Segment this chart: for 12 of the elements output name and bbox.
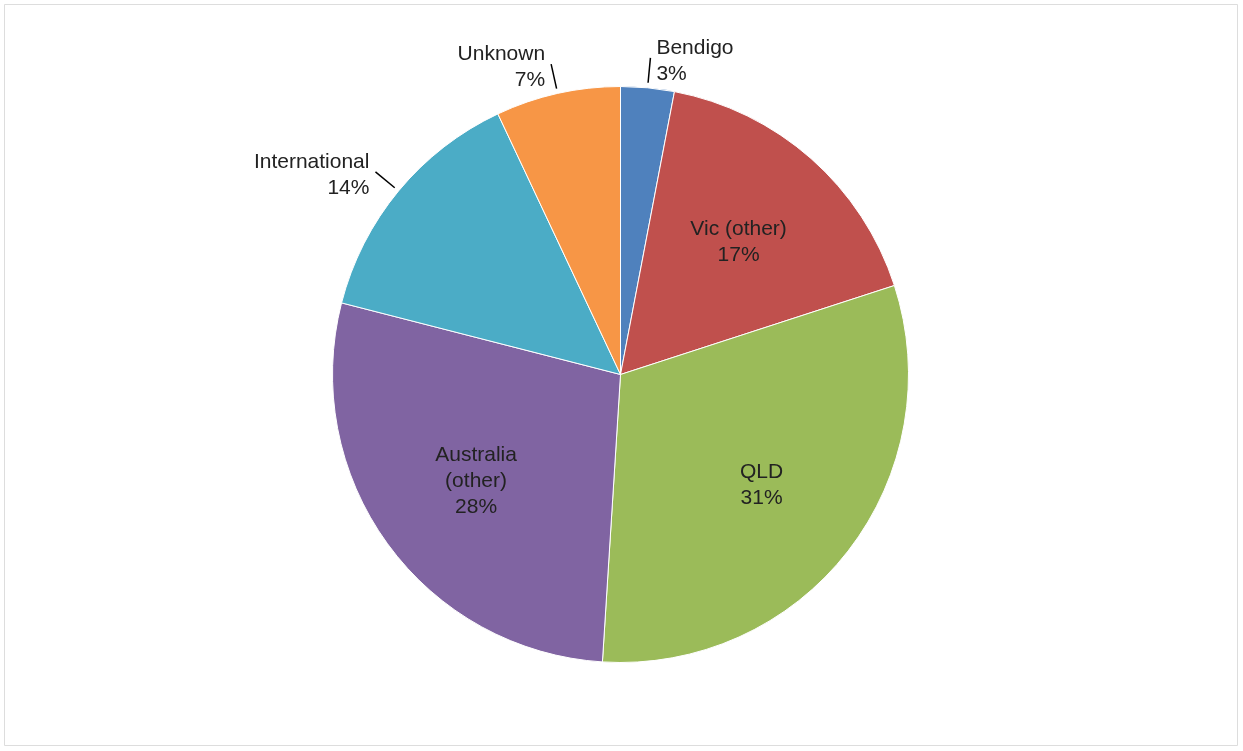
slice-label: QLD bbox=[740, 458, 784, 482]
slice-label: International bbox=[253, 148, 370, 172]
data-label: 31% bbox=[740, 484, 783, 508]
slice-label: Bendigo bbox=[656, 34, 734, 58]
slice-label: Unknown bbox=[457, 41, 546, 65]
slice-label: Vic (other) bbox=[690, 215, 787, 239]
data-label: 3% bbox=[656, 60, 687, 84]
data-label: 28% bbox=[455, 494, 498, 518]
data-label: 7% bbox=[514, 67, 546, 91]
data-label: 14% bbox=[327, 174, 370, 198]
slice-label: Australia (other) bbox=[435, 442, 518, 492]
data-label: 17% bbox=[717, 241, 760, 265]
